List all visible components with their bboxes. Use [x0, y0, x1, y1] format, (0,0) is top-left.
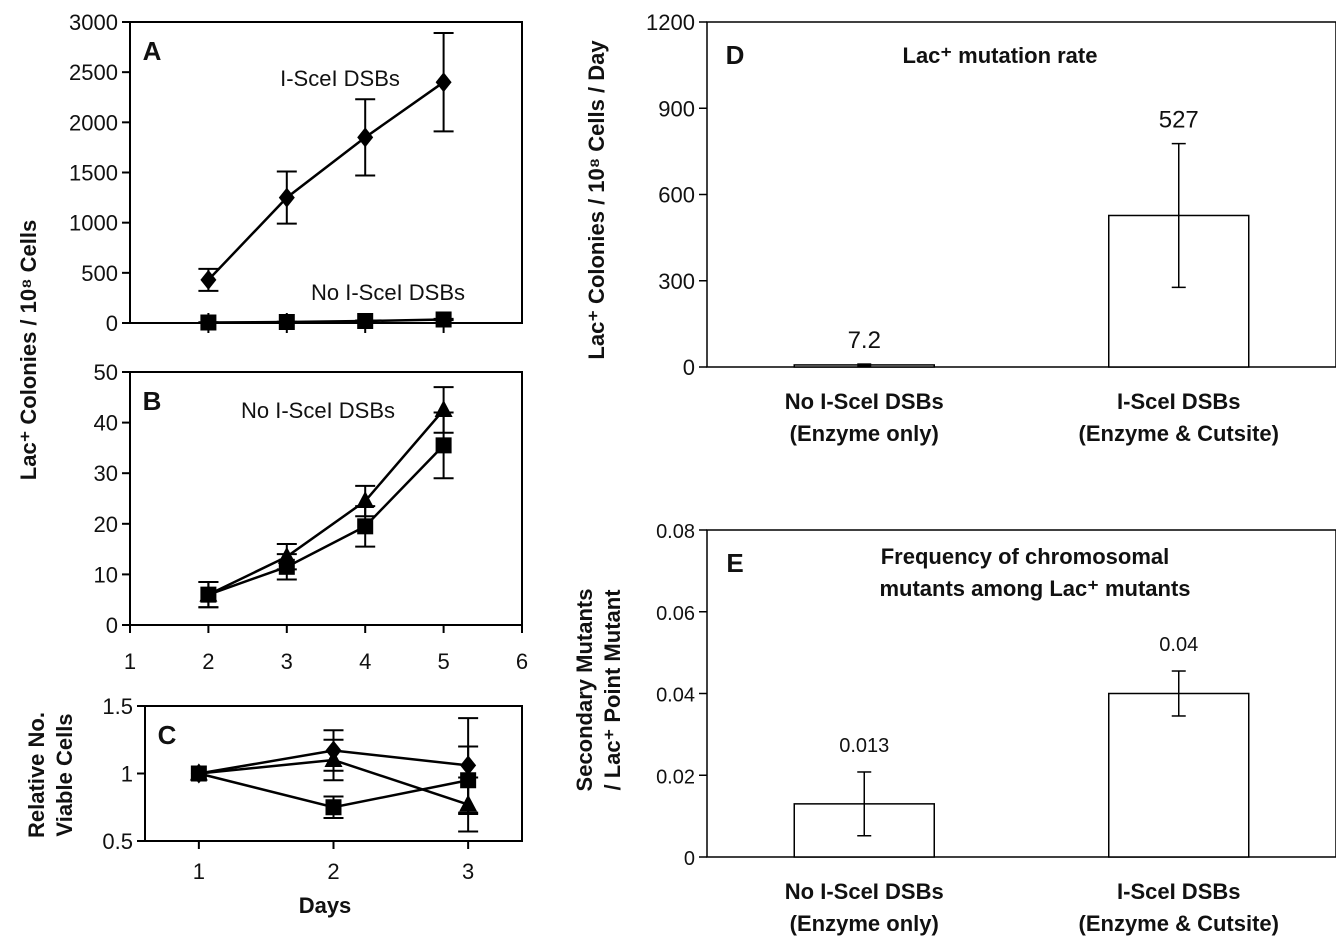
y-tick-label: 1	[121, 762, 133, 787]
y-tick-label: 500	[81, 261, 118, 286]
category-label: (Enzyme only)	[790, 911, 939, 936]
data-point-square	[460, 772, 477, 789]
data-point-square	[435, 311, 452, 328]
chart-title: mutants among Lac⁺ mutants	[879, 576, 1190, 601]
y-tick-label: 1200	[646, 10, 695, 35]
panel-letter: D	[726, 40, 745, 70]
y-tick-label: 1.5	[102, 694, 133, 719]
data-point-triangle	[356, 491, 375, 509]
y-axis-label: Viable Cells	[52, 713, 77, 836]
y-tick-label: 0.06	[656, 603, 695, 625]
y-axis-label: Lac⁺ Colonies / 10⁸ Cells	[16, 220, 41, 480]
data-point-square	[190, 765, 207, 782]
chart-title: Frequency of chromosomal	[881, 544, 1170, 569]
data-point-square	[357, 312, 374, 329]
x-tick-label: 2	[202, 649, 214, 674]
data-point-square	[200, 314, 217, 331]
category-label: (Enzyme & Cutsite)	[1079, 421, 1279, 446]
data-point-diamond	[357, 127, 374, 148]
x-tick-label: 5	[437, 649, 449, 674]
y-axis-label: Secondary Mutants	[572, 589, 597, 792]
y-tick-label: 2500	[69, 60, 118, 85]
data-label: 0.04	[1159, 634, 1198, 656]
y-tick-label: 1000	[69, 211, 118, 236]
category-label: (Enzyme only)	[790, 421, 939, 446]
annotation-label: I-SceI DSBs	[280, 66, 400, 91]
data-point-diamond	[278, 187, 295, 208]
y-tick-label: 0.04	[656, 685, 695, 707]
category-label: I-SceI DSBs	[1117, 879, 1241, 904]
panel-letter: C	[158, 720, 177, 750]
annotation-label: No I-SceI DSBs	[241, 398, 395, 423]
data-point-square	[357, 518, 374, 535]
x-tick-label: 2	[327, 859, 339, 884]
category-label: No I-SceI DSBs	[785, 389, 944, 414]
x-tick-label: 3	[281, 649, 293, 674]
data-point-diamond	[200, 269, 217, 290]
y-axis-label: Relative No.	[24, 712, 49, 838]
y-axis-label: Lac⁺ Colonies / 10⁸ Cells / Day	[584, 40, 609, 360]
y-tick-label: 0	[106, 613, 118, 638]
y-tick-label: 10	[94, 562, 118, 587]
panel-b-frame	[129, 371, 523, 626]
x-tick-label: 4	[359, 649, 371, 674]
panel-letter: E	[726, 548, 743, 578]
bar	[1108, 692, 1250, 858]
panel-letter: A	[143, 36, 162, 66]
panel-letter: B	[143, 386, 162, 416]
y-tick-label: 300	[658, 269, 695, 294]
data-label: 527	[1159, 107, 1199, 134]
data-point-square	[278, 313, 295, 330]
data-point-square	[325, 799, 342, 816]
y-axis-label: / Lac⁺ Point Mutant	[600, 589, 625, 791]
data-label: 7.2	[848, 327, 881, 354]
series-line	[207, 409, 445, 596]
series-line	[207, 81, 445, 281]
y-tick-label: 0	[106, 311, 118, 336]
y-tick-label: 600	[658, 183, 695, 208]
y-tick-label: 0	[684, 848, 695, 870]
y-tick-label: 50	[94, 360, 118, 385]
y-tick-label: 0.08	[656, 521, 695, 543]
y-tick-label: 0.02	[656, 766, 695, 788]
chart-title: Lac⁺ mutation rate	[903, 43, 1098, 68]
y-tick-label: 900	[658, 96, 695, 121]
y-tick-label: 3000	[69, 10, 118, 35]
y-tick-label: 0.5	[102, 829, 133, 854]
data-label: 0.013	[839, 735, 889, 757]
data-point-square	[435, 437, 452, 454]
category-label: I-SceI DSBs	[1117, 389, 1241, 414]
series-line	[208, 318, 444, 324]
data-point-square	[278, 558, 295, 575]
annotation-label: No I-SceI DSBs	[311, 280, 465, 305]
y-tick-label: 2000	[69, 110, 118, 135]
y-tick-label: 0	[683, 355, 695, 380]
x-tick-label: 1	[124, 649, 136, 674]
data-point-diamond	[435, 72, 452, 93]
y-tick-label: 1500	[69, 161, 118, 186]
x-axis-label: Days	[299, 893, 352, 918]
x-tick-label: 3	[462, 859, 474, 884]
y-tick-label: 30	[94, 461, 118, 486]
category-label: (Enzyme & Cutsite)	[1079, 911, 1279, 936]
x-tick-label: 1	[193, 859, 205, 884]
category-label: No I-SceI DSBs	[785, 879, 944, 904]
y-tick-label: 40	[94, 411, 118, 436]
data-point-triangle	[324, 750, 343, 767]
series-line	[207, 444, 445, 596]
y-tick-label: 20	[94, 512, 118, 537]
data-point-square	[200, 586, 217, 603]
x-tick-label: 6	[516, 649, 528, 674]
